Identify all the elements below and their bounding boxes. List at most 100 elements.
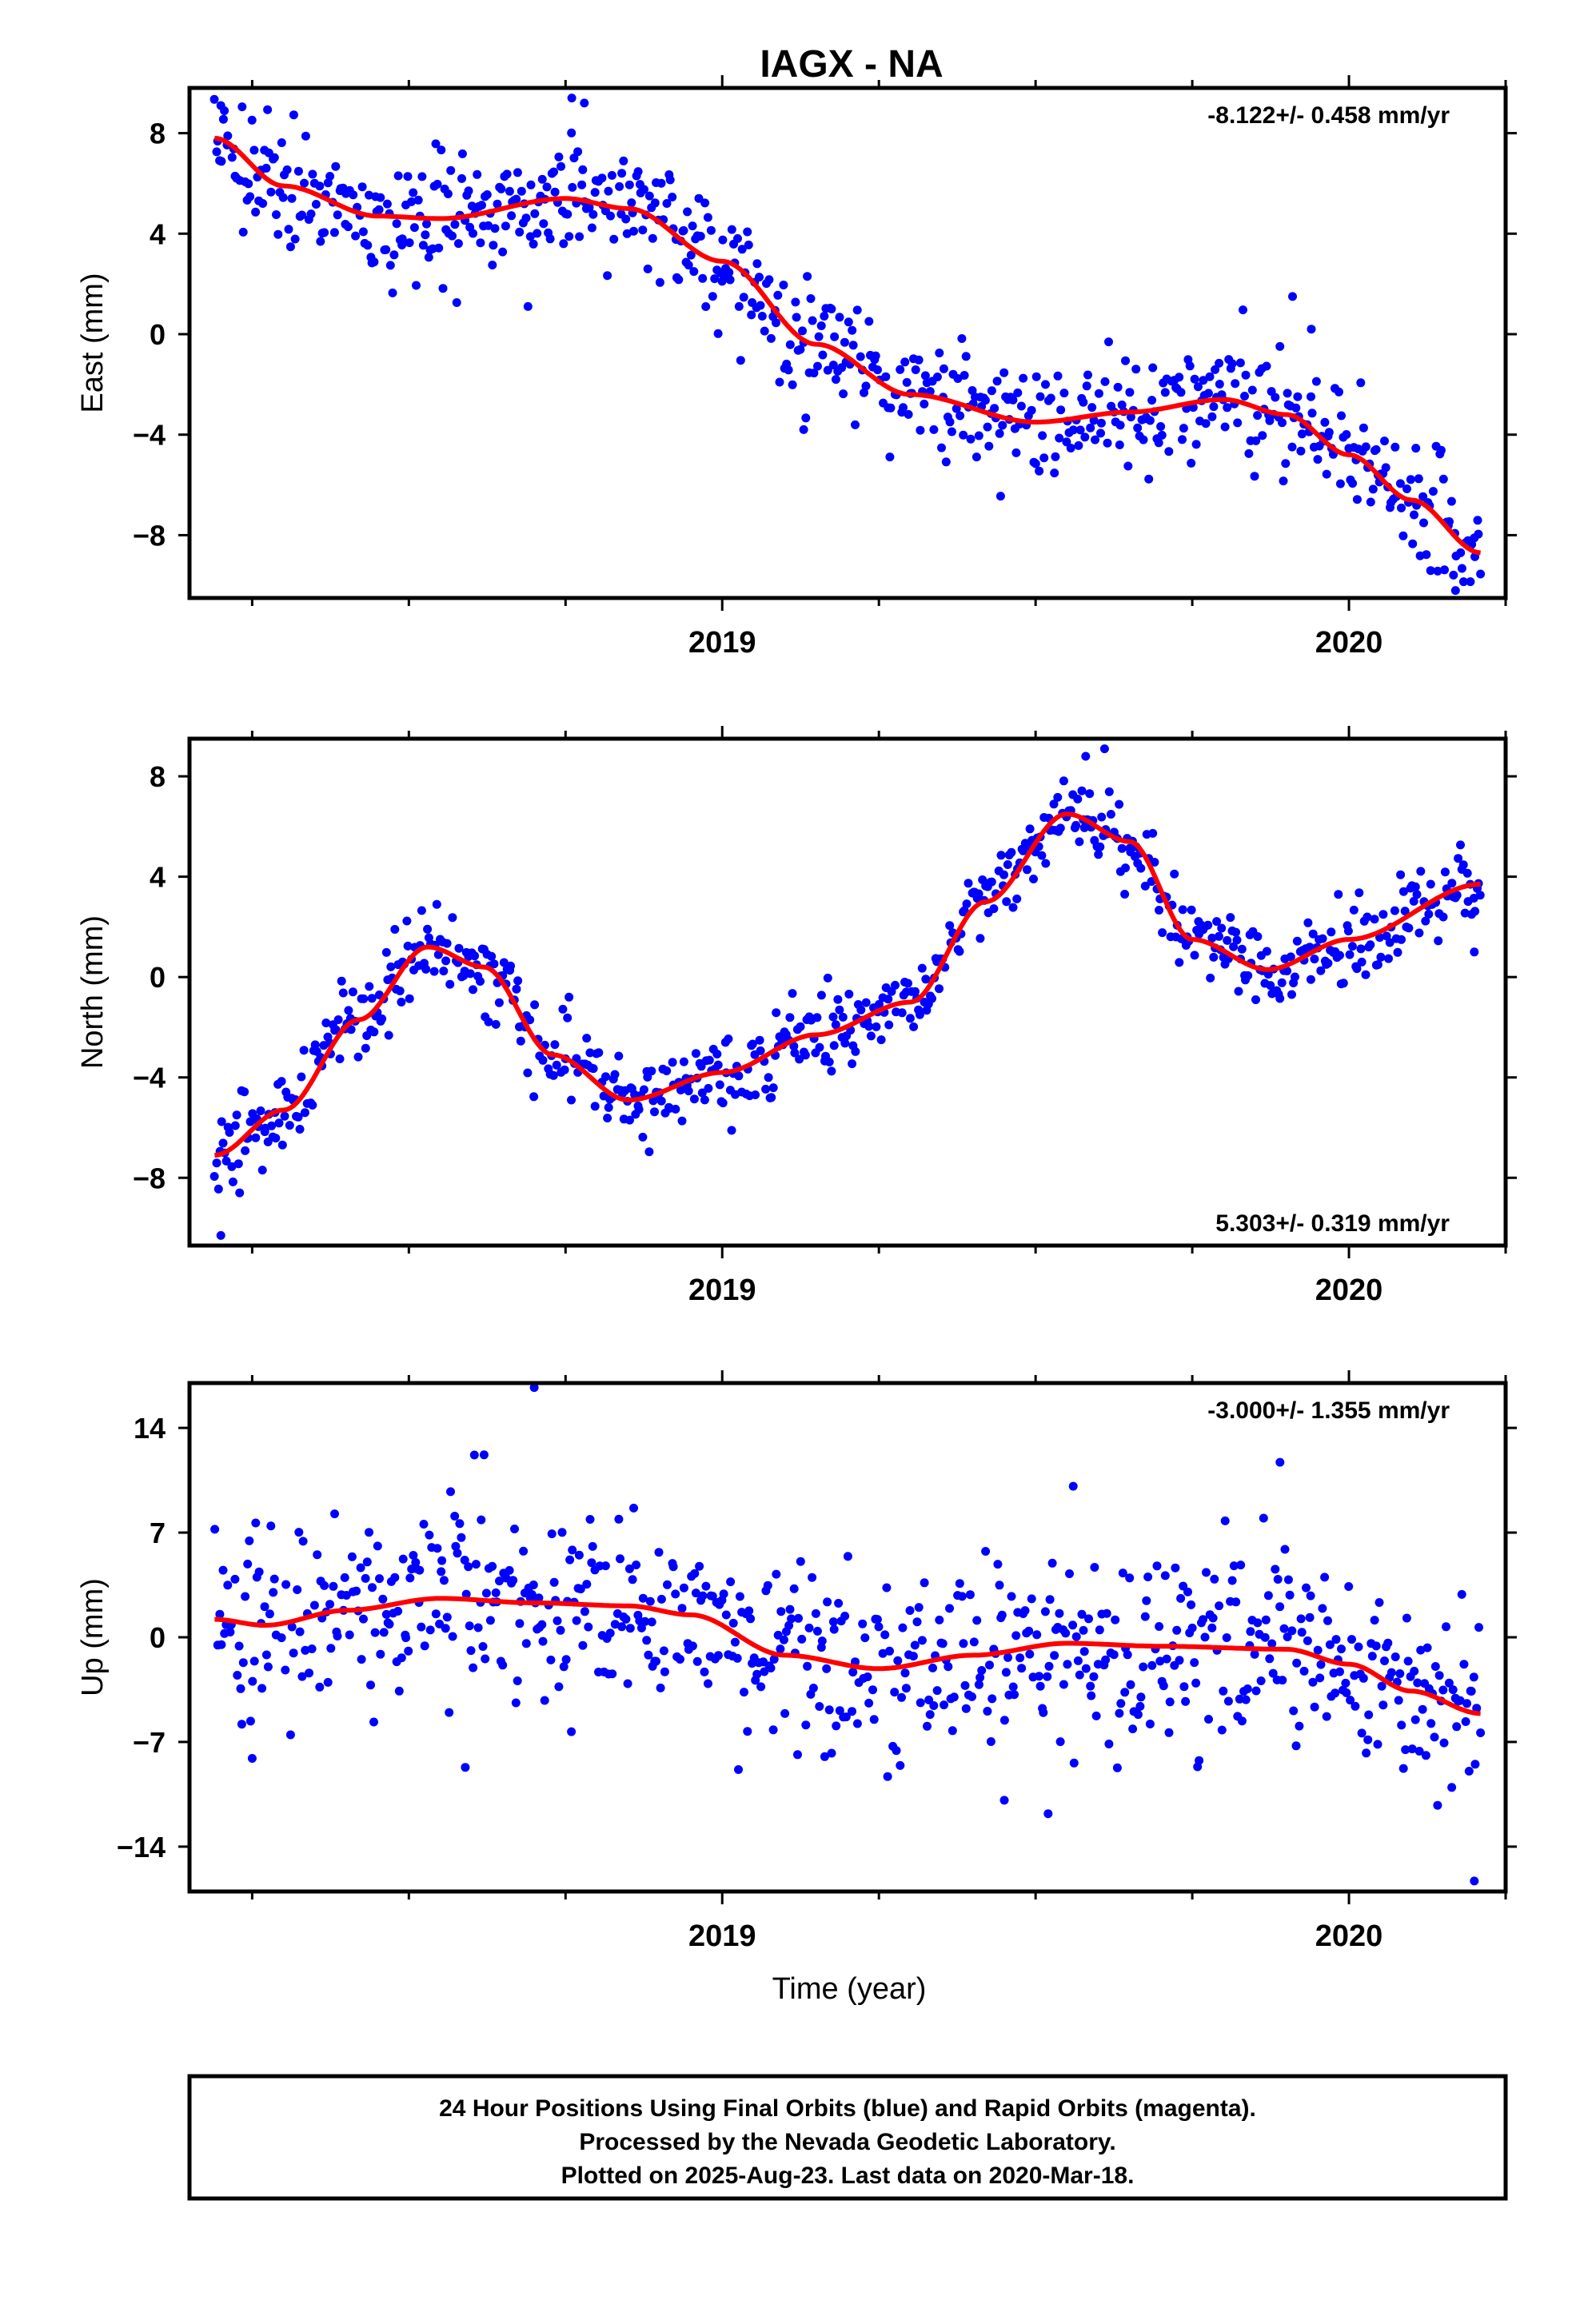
data-point (960, 1680, 970, 1690)
data-point (1164, 1728, 1174, 1737)
data-point (359, 1614, 368, 1624)
data-point (582, 1034, 592, 1043)
data-point (1258, 431, 1267, 440)
data-point (538, 1055, 548, 1065)
y-tick-label: 14 (134, 1412, 166, 1445)
data-point (893, 1656, 903, 1665)
data-point (1187, 1623, 1197, 1632)
data-point (747, 310, 756, 320)
data-point (689, 267, 699, 277)
data-point (974, 1680, 984, 1689)
data-point (282, 165, 292, 174)
data-point (656, 178, 666, 188)
data-point (271, 1134, 281, 1143)
data-point (1116, 1699, 1126, 1708)
data-point (1239, 305, 1247, 315)
data-point (1220, 422, 1230, 432)
data-point (1322, 469, 1331, 479)
data-point (1345, 950, 1355, 959)
data-point (369, 1717, 378, 1727)
data-point (1402, 1613, 1411, 1623)
data-point (734, 1765, 743, 1774)
data-point (608, 1669, 617, 1679)
x-tick-label: 2019 (688, 1274, 756, 1307)
data-point (216, 101, 225, 110)
data-point (1357, 957, 1367, 967)
data-point (775, 377, 784, 387)
x-tick-label: 2020 (1315, 1919, 1383, 1953)
data-point (375, 1574, 384, 1584)
data-point (794, 1613, 803, 1623)
data-point (1115, 1708, 1124, 1718)
east-y-axis-label: East (mm) (76, 273, 110, 413)
data-point (1165, 1697, 1175, 1707)
data-point (325, 172, 335, 181)
data-point (577, 180, 587, 189)
data-point (603, 271, 612, 281)
data-point (523, 301, 533, 311)
up-panel: −14 −7 0 7 14 2019 2020 Up (mm) -3.000+/- 1.355 … (76, 1370, 1517, 1953)
data-point (573, 147, 583, 157)
data-point (1123, 461, 1133, 471)
data-point (263, 1662, 273, 1672)
data-point (1251, 995, 1260, 1004)
data-point (563, 1013, 573, 1022)
chart-title: IAGX - NA (760, 43, 943, 86)
north-points (209, 744, 1485, 1240)
data-point (1059, 776, 1068, 786)
data-point (830, 332, 840, 341)
data-point (671, 1589, 680, 1599)
data-point (655, 277, 664, 287)
data-point (409, 223, 419, 233)
data-point (556, 1625, 565, 1635)
data-point (457, 1533, 466, 1542)
data-point (1241, 1695, 1251, 1704)
data-point (1007, 847, 1016, 857)
data-point (326, 1644, 336, 1653)
data-point (1035, 466, 1044, 476)
data-point (1421, 916, 1430, 926)
data-point (1355, 888, 1364, 898)
data-point (1361, 442, 1371, 452)
data-point (484, 221, 493, 230)
data-point (858, 1619, 868, 1628)
data-point (1470, 1760, 1480, 1769)
up-fit-line (214, 1596, 1481, 1716)
data-point (1279, 1624, 1289, 1633)
data-point (1398, 1764, 1408, 1773)
data-point (1440, 867, 1450, 877)
data-point (362, 1557, 372, 1567)
data-point (1404, 923, 1414, 933)
data-point (432, 899, 441, 909)
data-point (1175, 373, 1184, 382)
data-point (1243, 971, 1253, 980)
data-point (281, 1580, 291, 1589)
data-point (1398, 887, 1408, 896)
data-point (1442, 1622, 1450, 1632)
data-point (422, 219, 431, 229)
data-point (455, 1519, 465, 1529)
data-point (992, 377, 1002, 386)
data-point (482, 190, 492, 199)
data-point (1104, 787, 1114, 796)
data-point (213, 1184, 223, 1194)
data-point (959, 1639, 968, 1648)
data-point (1032, 1630, 1042, 1640)
data-point (301, 131, 310, 141)
data-point (1283, 389, 1292, 398)
data-point (1396, 870, 1406, 879)
data-point (499, 958, 509, 967)
data-point (442, 939, 452, 948)
data-point (484, 1017, 493, 1026)
data-point (1268, 1668, 1278, 1678)
data-point (1101, 1655, 1111, 1664)
data-point (785, 340, 795, 349)
data-point (704, 1679, 712, 1688)
data-point (451, 1541, 461, 1551)
data-point (464, 186, 473, 196)
data-point (1470, 1876, 1479, 1886)
data-point (689, 1094, 699, 1104)
data-point (1348, 479, 1358, 488)
data-point (554, 152, 564, 161)
data-point (552, 1060, 561, 1070)
